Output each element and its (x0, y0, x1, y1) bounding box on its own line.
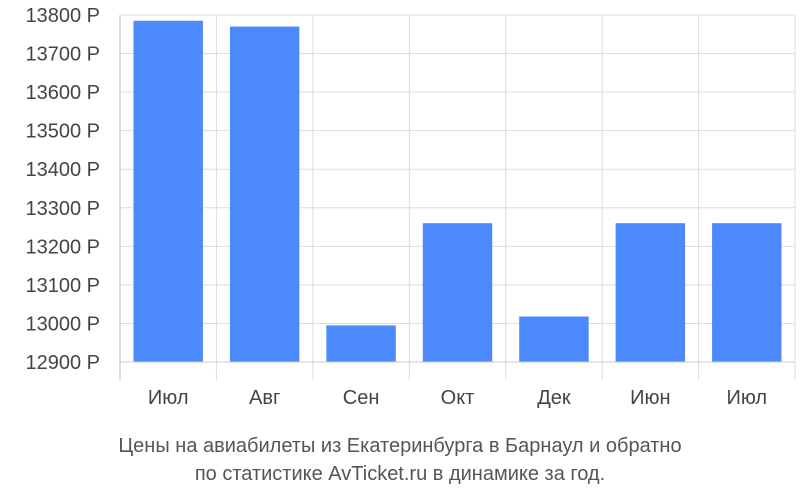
x-tick-label: Июл (726, 387, 767, 409)
bar (229, 26, 300, 363)
chart-caption-line-1: Цены на авиабилеты из Екатеринбурга в Ба… (118, 435, 681, 457)
bar (712, 223, 782, 362)
bar (615, 223, 686, 362)
x-tick-label: Сен (343, 387, 380, 409)
bar (133, 20, 203, 363)
y-tick-label: 13100 Р (25, 275, 100, 297)
bars (133, 20, 782, 363)
x-tick-label: Дек (537, 387, 571, 409)
x-tick-label: Окт (441, 387, 475, 409)
x-axis (119, 15, 795, 380)
bar (422, 223, 493, 362)
y-tick-label: 13800 Р (25, 5, 100, 27)
y-tick-label: 13700 Р (25, 44, 100, 66)
y-tick-label: 13600 Р (25, 82, 100, 104)
y-tick-label: 13400 Р (25, 159, 100, 181)
y-tick-label: 13200 Р (25, 236, 100, 258)
y-axis-tick-labels: 12900 Р 13000 Р 13100 Р 13200 Р 13300 Р 13400… (25, 5, 100, 374)
x-tick-label: Июн (630, 387, 670, 409)
x-tick-label: Июл (148, 387, 189, 409)
chart-caption-line-2: по статистике AvTicket.ru в динамике за … (195, 463, 605, 485)
y-tick-label: 13500 Р (25, 121, 100, 143)
y-tick-label: 13000 Р (25, 313, 100, 335)
bar (326, 325, 396, 362)
x-axis-category-labels: Июл Авг Сен Окт Дек Июн Июл (148, 387, 767, 409)
x-tick-label: Авг (249, 387, 280, 409)
y-tick-label: 13300 Р (25, 198, 100, 220)
y-tick-label: 12900 Р (25, 352, 100, 374)
bar (519, 316, 589, 362)
